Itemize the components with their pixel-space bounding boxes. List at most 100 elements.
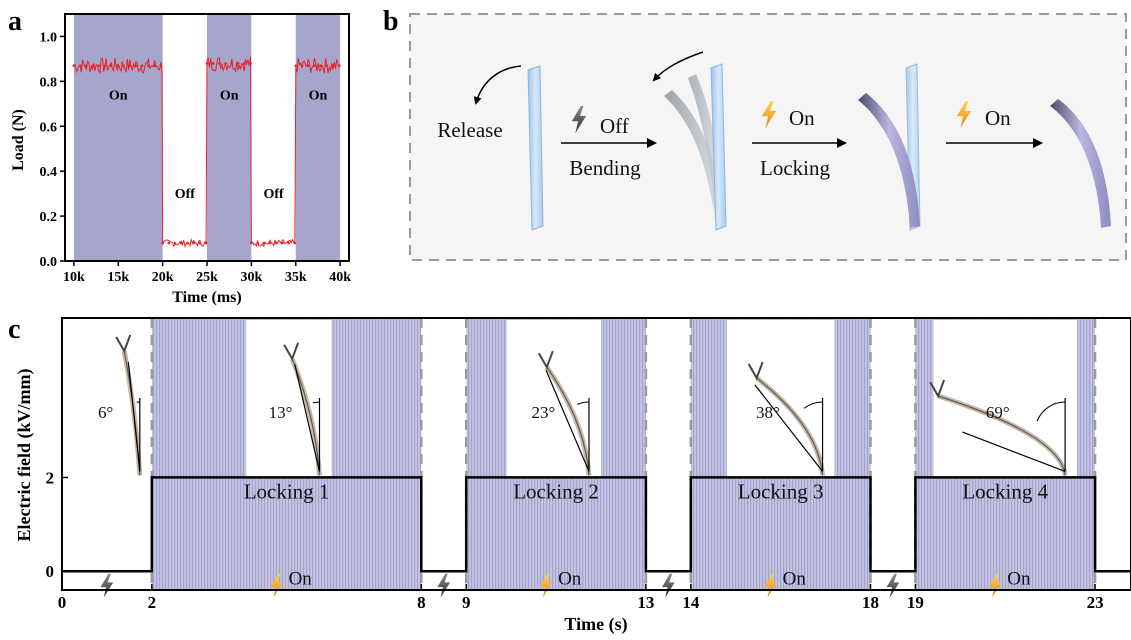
- y-axis-title-c: Electric field (kV/mm): [14, 369, 35, 542]
- locking-label-4: Locking 4: [962, 480, 1048, 504]
- load-point: [153, 64, 156, 67]
- load-point: [110, 64, 113, 67]
- load-point: [263, 242, 266, 245]
- load-point: [231, 62, 234, 65]
- load-point: [301, 64, 304, 67]
- x-tick-label: 2: [148, 593, 157, 612]
- photo-5: 69°: [930, 320, 1077, 477]
- bolt-off-icon: [662, 574, 675, 598]
- bolt-off-icon: [887, 574, 900, 598]
- load-point: [294, 242, 297, 245]
- schematic-frame: [410, 14, 1126, 260]
- photo-1: 6°: [80, 320, 152, 477]
- x-tick-label: 15k: [107, 270, 129, 285]
- load-point: [122, 64, 125, 67]
- load-point: [281, 242, 284, 245]
- panel-letter-a: a: [8, 6, 22, 37]
- panel-letter-b: b: [383, 6, 399, 37]
- load-point: [186, 242, 189, 245]
- y-axis-title: Load (N): [10, 109, 27, 171]
- y-tick-label: 2: [46, 468, 55, 487]
- locking-schematic: Release Off Bending On Locking On: [410, 14, 1126, 260]
- on-label: On: [558, 568, 582, 589]
- x-tick-label: 13: [637, 593, 654, 612]
- load-point: [206, 62, 209, 65]
- load-point: [307, 64, 310, 67]
- load-point: [250, 242, 253, 245]
- load-point: [104, 64, 107, 67]
- load-point: [141, 64, 144, 67]
- load-point: [199, 242, 202, 245]
- bolt-off-icon: [101, 574, 114, 598]
- state-label-4: On: [309, 88, 328, 103]
- x-axis-title-c: Time (s): [564, 614, 627, 635]
- load-point: [212, 62, 215, 65]
- load-point: [161, 242, 164, 245]
- load-point: [332, 64, 335, 67]
- x-tick-label: 23: [1087, 593, 1104, 612]
- x-axis-title: Time (ms): [172, 289, 241, 306]
- load-point: [256, 242, 259, 245]
- locking-label: Locking: [760, 156, 830, 180]
- panel-letter-c: c: [8, 314, 20, 345]
- load-point: [168, 242, 171, 245]
- x-tick-label: 10k: [63, 270, 85, 285]
- load-point: [224, 62, 227, 65]
- electric-field-chart: 6° 13° 23° 38° 69° Locking 1 Locking 2 Locking…: [14, 318, 1131, 635]
- state-label-2: On: [220, 88, 239, 103]
- angle-label: 6°: [98, 403, 113, 422]
- load-point: [269, 242, 272, 245]
- load-point: [319, 64, 322, 67]
- load-point: [116, 64, 119, 67]
- y-tick-label: 0.0: [40, 255, 58, 270]
- load-point: [160, 64, 163, 67]
- load-point: [73, 64, 76, 67]
- x-tick-label: 9: [462, 593, 471, 612]
- on-shade-2: [207, 14, 251, 261]
- load-point: [180, 242, 183, 245]
- x-tick-label: 19: [907, 593, 924, 612]
- y-tick-label: 0.2: [40, 210, 58, 225]
- x-tick-label: 18: [862, 593, 879, 612]
- on-label: On: [289, 568, 313, 589]
- load-point: [237, 62, 240, 65]
- on-label: On: [783, 568, 807, 589]
- y-tick-label: 0.4: [40, 165, 58, 180]
- on-shade-4: [296, 14, 340, 261]
- load-point: [243, 62, 246, 65]
- photo-2: 13°: [246, 320, 331, 477]
- load-point: [326, 64, 329, 67]
- bending-label: Bending: [569, 156, 641, 180]
- x-tick-label: 40k: [329, 270, 351, 285]
- load-point: [128, 64, 131, 67]
- y-tick-label: 0.6: [40, 120, 58, 135]
- state-label-0: On: [109, 88, 128, 103]
- load-point: [294, 64, 297, 67]
- load-point: [218, 62, 221, 65]
- bolt-off-icon: [437, 574, 450, 598]
- locking-label-3: Locking 3: [738, 480, 824, 504]
- x-tick-label: 8: [417, 593, 426, 612]
- photo-3: 23°: [507, 320, 601, 477]
- locking-label-1: Locking 1: [244, 480, 330, 504]
- load-point: [79, 64, 82, 67]
- x-tick-label: 25k: [196, 270, 218, 285]
- load-point: [205, 242, 208, 245]
- y-tick-label: 0: [46, 562, 55, 581]
- angle-label: 69°: [986, 403, 1010, 422]
- on-label-1: On: [789, 106, 815, 130]
- photo-4: 38°: [727, 320, 835, 477]
- angle-label: 38°: [756, 403, 780, 422]
- load-point: [147, 64, 150, 67]
- load-point: [287, 242, 290, 245]
- load-point: [174, 242, 177, 245]
- x-tick-label: 0: [58, 593, 67, 612]
- locking-label-2: Locking 2: [513, 480, 599, 504]
- x-tick-label: 30k: [240, 270, 262, 285]
- load-point: [313, 64, 316, 67]
- load-point: [97, 64, 100, 67]
- load-point: [135, 64, 138, 67]
- release-label: Release: [437, 118, 502, 142]
